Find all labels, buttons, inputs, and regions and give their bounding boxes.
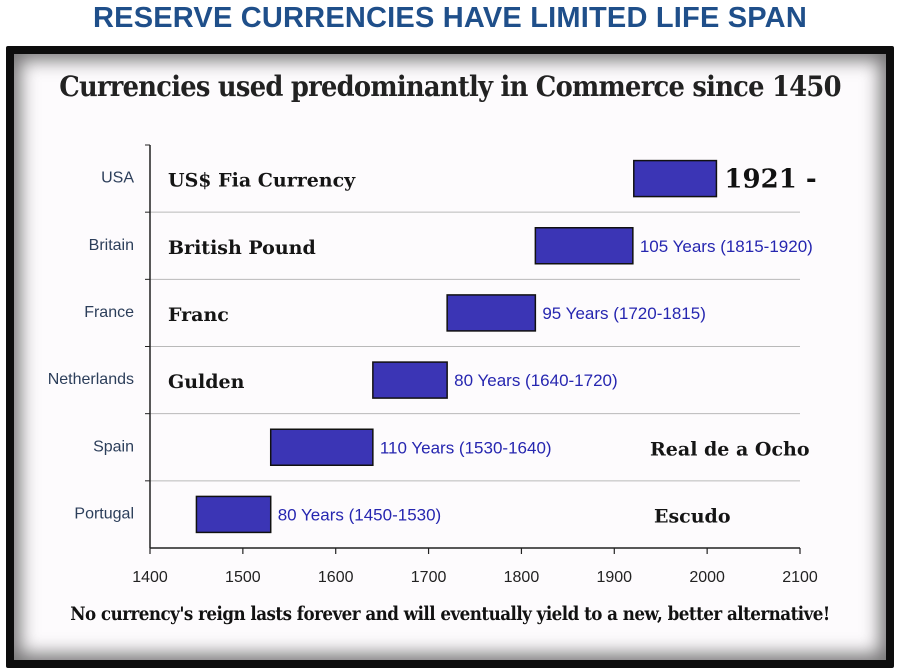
x-tick-label: 1600: [318, 569, 354, 586]
x-tick-label: 2000: [689, 569, 725, 586]
currency-label: US$ Fia Currency: [168, 170, 356, 192]
currency-label: Gulden: [168, 371, 245, 393]
banner-title: RESERVE CURRENCIES HAVE LIMITED LIFE SPA…: [93, 2, 807, 34]
footer-note: No currency's reign lasts forever and wi…: [70, 603, 830, 625]
x-tick-label: 1500: [225, 569, 261, 586]
category-label: Portugal: [74, 505, 134, 522]
category-label: Netherlands: [48, 371, 134, 388]
category-label: Britain: [89, 237, 134, 254]
currency-label: Real de a Ocho: [650, 438, 810, 460]
bar: [633, 159, 718, 198]
currency-label: Escudo: [654, 505, 731, 527]
category-label: Spain: [93, 438, 134, 455]
bar: [269, 428, 374, 466]
data-label: 80 Years (1640-1720): [454, 371, 618, 390]
bar: [372, 361, 448, 399]
data-label: 110 Years (1530-1640): [380, 438, 552, 457]
x-tick-label: 1800: [504, 569, 540, 586]
chart-frame: [6, 46, 894, 668]
x-tick-label: 1900: [596, 569, 632, 586]
x-tick-label: 2100: [782, 569, 818, 586]
x-tick-label: 1700: [411, 569, 447, 586]
data-label: 1921 -: [724, 165, 816, 195]
x-tick-label: 1400: [132, 569, 168, 586]
data-label: 80 Years (1450-1530): [278, 505, 442, 524]
bar: [534, 227, 634, 265]
category-label: France: [84, 304, 134, 321]
category-label: USA: [101, 170, 134, 187]
chart-panel: [14, 54, 886, 660]
data-label: 95 Years (1720-1815): [542, 304, 706, 323]
chart-title: Currencies used predominantly in Commerc…: [59, 70, 841, 103]
currency-label: British Pound: [168, 237, 316, 259]
currency-label: Franc: [168, 304, 229, 326]
data-label: 105 Years (1815-1920): [640, 237, 813, 256]
bar: [446, 294, 537, 332]
bar: [195, 495, 272, 534]
